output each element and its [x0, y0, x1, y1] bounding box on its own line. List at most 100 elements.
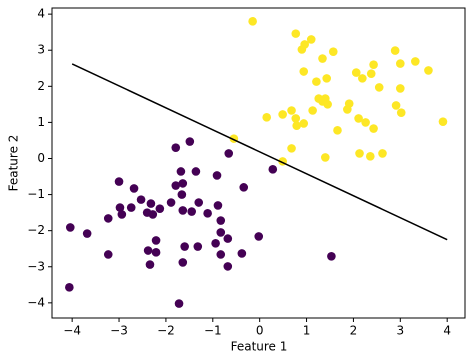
point	[155, 204, 165, 213]
point	[103, 250, 113, 259]
point	[438, 117, 448, 126]
point	[178, 206, 188, 215]
point	[321, 153, 330, 162]
point	[178, 258, 188, 267]
point	[306, 35, 316, 44]
y-tick-label: 4	[37, 7, 45, 21]
point	[358, 74, 367, 83]
plot-frame	[51, 7, 466, 319]
point	[146, 199, 156, 208]
point	[312, 77, 321, 86]
point	[151, 236, 161, 245]
y-tick-label: −4	[27, 295, 45, 309]
point	[308, 106, 317, 115]
point	[327, 251, 336, 261]
point	[248, 17, 257, 26]
point	[297, 45, 307, 54]
point	[237, 249, 247, 258]
point	[287, 106, 296, 115]
x-axis-label: Feature 1	[231, 340, 288, 354]
point	[212, 171, 222, 180]
point	[378, 149, 387, 158]
point	[191, 167, 201, 176]
point	[213, 201, 223, 210]
x-tick-label: 1	[303, 324, 311, 338]
point	[126, 203, 136, 212]
x-tick-label: 2	[350, 324, 358, 338]
point	[178, 179, 188, 188]
point	[351, 68, 361, 77]
point	[390, 46, 400, 55]
point	[117, 210, 127, 219]
x-tick-label: 4	[443, 324, 451, 338]
decision-line	[71, 63, 448, 241]
point	[223, 262, 233, 271]
point	[411, 57, 420, 66]
point	[171, 181, 181, 190]
point	[333, 126, 342, 135]
point	[322, 74, 332, 83]
point	[366, 152, 375, 161]
point	[318, 54, 327, 63]
x-tick-label: −2	[157, 324, 175, 338]
point	[129, 184, 139, 193]
point	[254, 232, 264, 241]
point	[223, 234, 233, 243]
point	[65, 223, 75, 232]
point	[366, 69, 376, 78]
point	[65, 283, 74, 292]
point	[328, 47, 338, 56]
point	[369, 124, 378, 133]
point	[176, 167, 186, 176]
point	[374, 83, 384, 92]
point	[396, 84, 405, 93]
point	[292, 121, 302, 130]
x-tick-label: 0	[256, 324, 264, 338]
point	[318, 97, 327, 106]
y-tick-label: 0	[37, 151, 45, 165]
y-tick-label: −1	[27, 187, 45, 201]
point	[193, 242, 203, 251]
x-tick-label: −1	[204, 324, 222, 338]
y-tick-label: −3	[27, 259, 45, 273]
y-axis-label: Feature 2	[7, 135, 21, 192]
point	[177, 190, 187, 199]
point	[216, 250, 226, 259]
point	[239, 183, 249, 192]
point	[82, 229, 92, 238]
point	[224, 149, 234, 158]
point	[343, 105, 352, 114]
point	[424, 66, 433, 75]
point	[145, 260, 155, 269]
point	[216, 228, 226, 237]
point	[391, 101, 401, 110]
point	[115, 203, 125, 212]
point	[396, 59, 405, 68]
point	[185, 137, 195, 146]
point	[287, 144, 296, 153]
x-tick-label: 3	[396, 324, 404, 338]
y-tick-label: −2	[27, 223, 45, 237]
point	[151, 248, 161, 257]
point	[354, 114, 363, 123]
point	[355, 149, 364, 158]
point	[291, 114, 301, 123]
point	[180, 242, 189, 251]
point	[262, 113, 272, 122]
y-tick-label: 3	[37, 43, 45, 57]
point	[143, 246, 153, 255]
y-tick-label: 1	[37, 115, 45, 129]
x-tick-label: −4	[63, 324, 81, 338]
point	[103, 214, 113, 223]
point	[369, 60, 378, 69]
point	[216, 216, 226, 225]
point	[396, 108, 406, 117]
point	[203, 209, 212, 218]
x-tick-label: −3	[110, 324, 128, 338]
point	[299, 67, 309, 76]
point	[114, 177, 124, 186]
point	[136, 195, 146, 204]
y-tick-label: 2	[37, 79, 45, 93]
point	[174, 299, 184, 308]
